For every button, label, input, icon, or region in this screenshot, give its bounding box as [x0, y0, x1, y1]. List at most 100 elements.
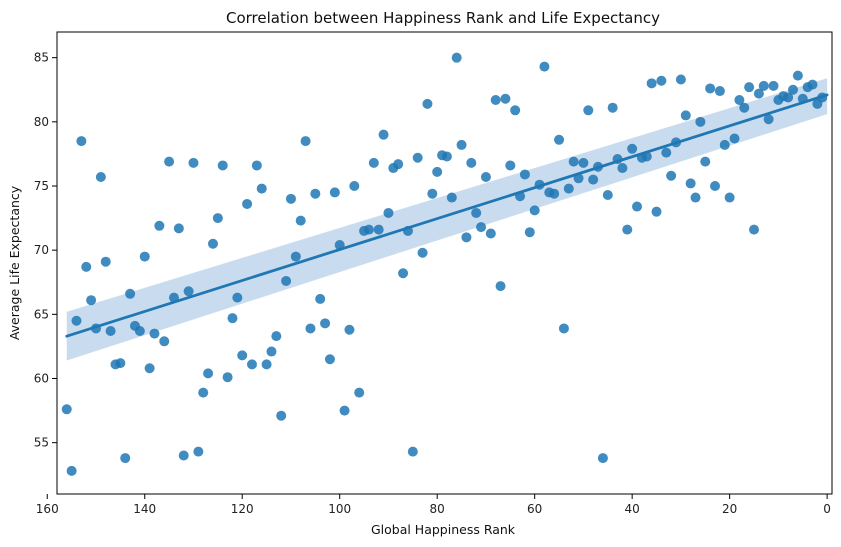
data-point — [66, 465, 77, 476]
chart-title: Correlation between Happiness Rank and L… — [226, 9, 660, 27]
data-point — [86, 295, 97, 306]
data-point — [368, 157, 379, 168]
points-layer — [61, 52, 828, 476]
data-point — [422, 98, 433, 109]
x-tick-label: 80 — [430, 502, 445, 516]
x-tick-label: 140 — [133, 502, 156, 516]
y-tick-label: 70 — [34, 243, 49, 257]
data-point — [373, 224, 384, 235]
data-point — [154, 220, 165, 231]
data-point — [505, 160, 516, 171]
data-point — [412, 152, 423, 163]
data-point — [237, 350, 248, 361]
data-point — [563, 183, 574, 194]
data-point — [354, 387, 365, 398]
data-point — [568, 156, 579, 167]
data-point — [651, 206, 662, 217]
data-point — [622, 224, 633, 235]
data-point — [807, 79, 818, 90]
y-tick-label: 85 — [34, 51, 49, 65]
data-point — [656, 75, 667, 86]
data-point — [485, 228, 496, 239]
data-point — [251, 160, 262, 171]
data-point — [783, 92, 794, 103]
data-point — [466, 157, 477, 168]
data-point — [632, 201, 643, 212]
data-point — [788, 84, 799, 95]
x-tick-label: 60 — [527, 502, 542, 516]
data-point — [383, 207, 394, 218]
data-point — [461, 232, 472, 243]
y-tick-label: 80 — [34, 115, 49, 129]
data-point — [363, 224, 374, 235]
data-point — [529, 205, 540, 216]
data-point — [173, 223, 184, 234]
data-point — [588, 174, 599, 185]
data-point — [719, 139, 730, 150]
data-point — [71, 315, 82, 326]
data-point — [81, 261, 92, 272]
data-point — [666, 170, 677, 181]
data-point — [441, 151, 452, 162]
x-axis-ticks: 160 140 120 100 80 60 40 20 0 — [36, 494, 831, 516]
data-point — [120, 453, 131, 464]
data-point — [295, 215, 306, 226]
data-point — [300, 136, 311, 147]
data-point — [320, 318, 331, 329]
y-axis-label: Average Life Expectancy — [7, 185, 22, 340]
data-point — [95, 172, 106, 183]
data-point — [227, 313, 238, 324]
data-point — [276, 410, 287, 421]
x-tick-label: 40 — [625, 502, 640, 516]
regression-line — [65, 93, 829, 338]
data-point — [242, 198, 253, 209]
data-point — [471, 207, 482, 218]
data-point — [456, 139, 467, 150]
data-point — [134, 326, 145, 337]
y-tick-label: 65 — [34, 307, 49, 321]
data-point — [203, 368, 214, 379]
data-point — [539, 61, 550, 72]
data-point — [417, 247, 428, 258]
data-point — [125, 288, 136, 299]
data-point — [281, 275, 292, 286]
data-point — [749, 224, 760, 235]
regression-line-layer — [65, 93, 829, 338]
data-point — [178, 450, 189, 461]
data-point — [583, 105, 594, 116]
data-point — [675, 74, 686, 85]
data-point — [427, 188, 438, 199]
data-point — [524, 227, 535, 238]
data-point — [115, 358, 126, 369]
data-point — [549, 188, 560, 199]
data-point — [661, 147, 672, 158]
data-point — [246, 359, 257, 370]
data-point — [339, 405, 350, 416]
data-point — [558, 323, 569, 334]
x-tick-label: 20 — [722, 502, 737, 516]
data-point — [305, 323, 316, 334]
data-point — [519, 169, 530, 180]
y-tick-label: 75 — [34, 179, 49, 193]
data-point — [724, 192, 735, 203]
data-point — [617, 163, 628, 174]
data-point — [217, 160, 228, 171]
x-tick-label: 0 — [823, 502, 831, 516]
x-tick-label: 100 — [328, 502, 351, 516]
data-point — [710, 181, 721, 191]
data-point — [714, 86, 725, 97]
data-point — [310, 188, 321, 199]
data-point — [271, 331, 282, 342]
data-point — [232, 292, 243, 303]
plot-frame — [56, 31, 833, 495]
data-point — [705, 83, 716, 94]
data-point — [597, 453, 608, 464]
data-point — [105, 326, 116, 337]
data-point — [685, 178, 696, 189]
data-point — [100, 256, 111, 267]
data-point — [446, 192, 457, 203]
data-point — [349, 181, 360, 191]
data-point — [207, 238, 218, 249]
